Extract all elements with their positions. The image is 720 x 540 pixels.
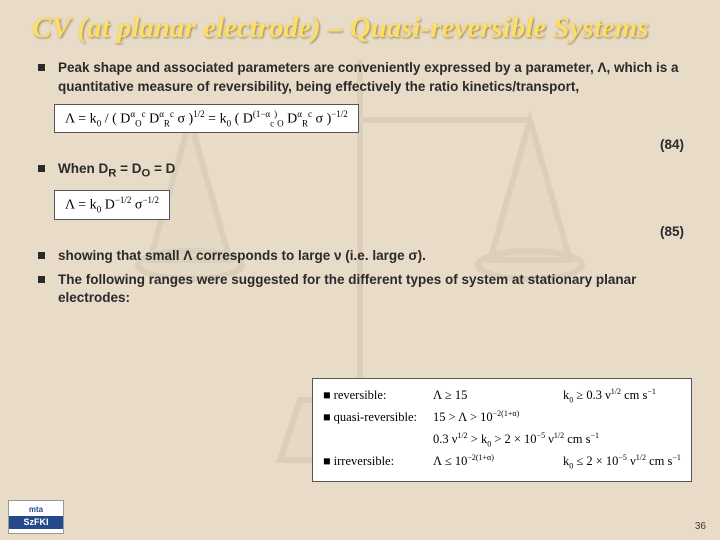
logo-top: mta [29,506,43,514]
range-row-irreversible: ■ irreversible: Λ ≤ 10−2(1+α) k0 ≤ 2 × 1… [323,451,681,473]
bullet-2: When DR = DO = D [32,160,688,182]
equation-84: Λ = k0 / ( DαOc DαRc σ )1/2 = k0 ( D(1−α… [54,104,359,133]
bullet-1: Peak shape and associated parameters are… [32,59,688,95]
bullet-3: showing that small Λ corresponds to larg… [32,247,688,265]
equation-85: Λ = k0 D−1/2 σ−1/2 [54,190,170,219]
slide-number: 36 [695,521,706,532]
equation-number-85: (85) [32,224,688,239]
logo-bottom: SzFKI [9,516,63,529]
bullet-list-2: When DR = DO = D [32,160,688,182]
slide-title: CV (at planar electrode) – Quasi-reversi… [32,12,688,45]
bullet-list: Peak shape and associated parameters are… [32,59,688,95]
ranges-table: ■ reversible: Λ ≥ 15 k0 ≥ 0.3 ν1/2 cm s−… [312,378,692,482]
range-row-reversible: ■ reversible: Λ ≥ 15 k0 ≥ 0.3 ν1/2 cm s−… [323,385,681,407]
range-row-quasi: ■ quasi-reversible: 15 > Λ > 10−2(1+α) [323,407,681,428]
slide-content: CV (at planar electrode) – Quasi-reversi… [0,0,720,307]
range-row-quasi-rhs: 0.3 ν1/2 > k0 > 2 × 10−5 ν1/2 cm s−1 [323,429,681,451]
bullet-list-3: showing that small Λ corresponds to larg… [32,247,688,308]
bullet-4: The following ranges were suggested for … [32,271,688,307]
equation-number-84: (84) [32,137,688,152]
institute-logo: mta SzFKI [8,500,64,534]
